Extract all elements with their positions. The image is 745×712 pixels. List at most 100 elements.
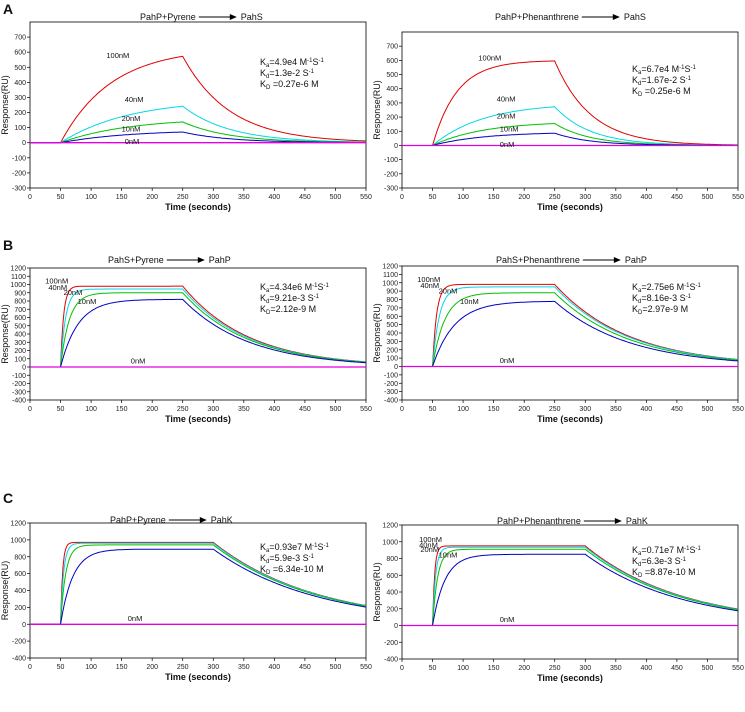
kinetics-kd: Kd=1.67e-2 S-1 [632,75,692,87]
kinetics-KD: KD =8.87e-10 M [632,567,696,579]
x-tick-label: 350 [610,406,622,413]
series-line-40nM [402,106,738,146]
y-tick-label: 600 [386,314,398,321]
series-line-10nM [30,298,366,368]
y-tick-label: 1200 [382,264,398,271]
kinetics-KD: KD =0.27e-6 M [260,79,319,91]
series-label-10nM: 10nM [500,124,519,133]
chart-6: 0 50 100 150 200 250 300 350 400 450 500 550 -400 -20… [372,516,744,683]
series-label-10nM: 10nM [460,297,479,306]
x-tick-label: 400 [641,406,653,413]
x-tick-label: 300 [579,665,591,672]
y-tick-label: 500 [14,323,26,330]
x-tick-label: 550 [732,406,744,413]
y-tick-label: 700 [14,35,26,42]
series-line-20nM [402,292,738,367]
series-label-20nM: 20nM [439,287,458,296]
x-tick-label: 150 [116,664,128,671]
y-tick-label: 500 [386,72,398,79]
series-label-40nM: 40nM [125,95,144,104]
y-tick-label: -100 [384,157,398,164]
y-tick-label: 200 [386,115,398,122]
x-tick-label: 350 [238,406,250,413]
x-tick-label: 450 [299,194,311,201]
chart-title-left: PahP+Phenanthrene [497,516,581,526]
chart-title-right: PahK [211,515,233,525]
x-tick-label: 300 [579,194,591,201]
series-label-20nM: 20nM [122,114,141,123]
y-tick-label: -400 [384,398,398,405]
y-tick-label: 300 [386,339,398,346]
x-tick-label: 350 [238,664,250,671]
x-tick-label: 500 [702,194,714,201]
chart-title-right: PahP [209,255,231,265]
kinetics-ka: Ka=6.7e4 M-1S-1 [632,64,696,76]
x-tick-label: 50 [429,665,437,672]
series-label-20nM: 20nM [420,545,439,554]
series-line-40nM [402,546,738,626]
series-label-0nM: 0nM [500,615,515,624]
y-tick-label: 400 [14,80,26,87]
y-tick-label: 0 [394,364,398,371]
series-label-20nM: 20nM [497,112,516,121]
y-axis-label: Response(RU) [372,562,382,622]
y-tick-label: 300 [14,95,26,102]
y-tick-label: -300 [384,389,398,396]
kinetics-ka: Ka=0.93e7 M-1S-1 [260,542,329,554]
curves [402,283,738,368]
x-tick-label: 350 [610,194,622,201]
y-tick-label: 800 [386,556,398,563]
series-line-40nM [30,105,366,144]
chart-title-left: PahP+Pyrene [140,12,196,22]
y-tick-label: 900 [386,289,398,296]
y-tick-label: 400 [386,590,398,597]
x-tick-label: 200 [518,406,530,413]
y-tick-label: 200 [14,110,26,117]
y-tick-label: -200 [384,640,398,647]
y-tick-label: -200 [384,171,398,178]
series-label-0nM: 0nM [131,357,146,366]
x-tick-label: 50 [57,664,65,671]
chart-3: 0 50 100 150 200 250 300 350 400 450 500 550 -400 -30… [0,255,372,424]
x-tick-label: 0 [400,194,404,201]
y-tick-label: 1000 [382,280,398,287]
y-tick-label: 0 [22,140,26,147]
y-tick-label: -300 [12,186,26,193]
x-tick-label: 0 [28,194,32,201]
series-label-0nM: 0nM [125,137,140,146]
y-tick-label: 100 [386,129,398,136]
x-tick-label: 550 [360,194,372,201]
kinetics-ka: Ka=2.75e6 M-1S-1 [632,282,701,294]
x-tick-label: 300 [207,194,219,201]
chart-title-left: PahS+Phenanthrene [496,255,580,265]
x-tick-label: 150 [488,665,500,672]
title-arrow-head-icon [613,257,621,263]
y-tick-label: 1000 [10,282,26,289]
series-label-20nM: 20nM [64,288,83,297]
kinetics-KD: KD =0.25e-6 M [632,86,691,98]
chart-title-right: PahK [626,516,648,526]
x-tick-label: 300 [579,406,591,413]
kinetics-kd: Kd=9.21e-3 S-1 [260,293,320,305]
series-line-20nM [402,548,738,626]
series-label-0nM: 0nM [500,140,515,149]
y-tick-label: 800 [14,299,26,306]
series-label-100nM: 100nM [478,53,501,62]
y-tick-label: 1200 [10,521,26,528]
x-tick-label: 250 [549,406,561,413]
x-tick-label: 550 [360,664,372,671]
title-arrow-head-icon [614,518,622,524]
series-line-10nM [30,548,366,625]
x-tick-label: 50 [429,194,437,201]
y-tick-label: 1000 [10,537,26,544]
x-tick-label: 250 [177,194,189,201]
chart-title-left: PahP+Pyrene [110,515,166,525]
series-line-20nM [30,121,366,144]
chart-4: 0 50 100 150 200 250 300 350 400 450 500 550 -400 -30… [372,255,744,424]
y-axis-label: Response(RU) [372,80,382,140]
kinetics-kd: Kd=5.9e-3 S-1 [260,553,315,565]
y-tick-label: -100 [12,155,26,162]
x-tick-label: 100 [457,406,469,413]
x-tick-label: 0 [400,406,404,413]
y-tick-label: 0 [394,143,398,150]
